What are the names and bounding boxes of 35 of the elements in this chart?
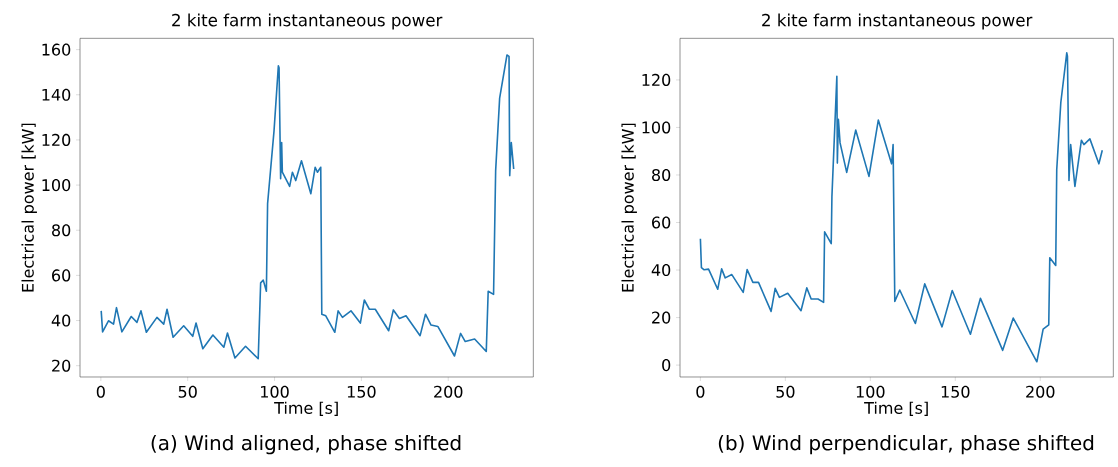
y-tick-label: 140 (42, 88, 71, 101)
x-tick-label: 0 (96, 385, 105, 398)
x-tick-label: 200 (1026, 385, 1055, 398)
x-tick-label: 100 (261, 385, 289, 398)
chart-title: 2 kite farm instantaneous power (172, 13, 443, 30)
y-tick-label: 40 (51, 314, 71, 327)
y-tick-label: 0 (662, 359, 671, 372)
y-axis-title: Electrical power [kW] (21, 123, 37, 292)
y-tick-label: 60 (652, 216, 671, 229)
y-tick-label: 20 (52, 359, 71, 372)
y-tick-label: 40 (651, 263, 671, 277)
y-tick-label: 20 (652, 311, 671, 324)
x-tick-label: 100 (856, 385, 885, 398)
x-tick-label: 200 (434, 385, 463, 398)
y-axis-title: Electrical power [kW] (621, 123, 637, 292)
x-tick-label: 150 (941, 385, 970, 398)
y-tick-label: 60 (52, 269, 71, 282)
text: (b) Wind perpendicular, phase shifted (718, 434, 1094, 455)
y-tick-label: 120 (642, 73, 671, 86)
line-series (699, 52, 1104, 363)
y-tick-label: 120 (42, 133, 71, 146)
y-tick-label: 100 (42, 179, 71, 192)
y-tick-label: 160 (42, 43, 71, 56)
y-tick-label: 80 (52, 224, 71, 237)
x-axis-title: Time [s] (864, 401, 928, 416)
chart-title: 2 kite farm instantaneous power (762, 13, 1033, 30)
text: (a) Wind aligned, phase shifted (151, 434, 461, 455)
x-tick-label: 150 (347, 385, 376, 398)
x-tick-label: 50 (178, 385, 197, 398)
x-axis-title: Time [s] (274, 401, 338, 416)
y-tick-label: 100 (642, 121, 671, 134)
y-tick-label: 80 (652, 168, 671, 182)
line-series (100, 54, 515, 360)
x-tick-label: 0 (696, 385, 705, 398)
x-tick-label: 50 (776, 385, 795, 398)
